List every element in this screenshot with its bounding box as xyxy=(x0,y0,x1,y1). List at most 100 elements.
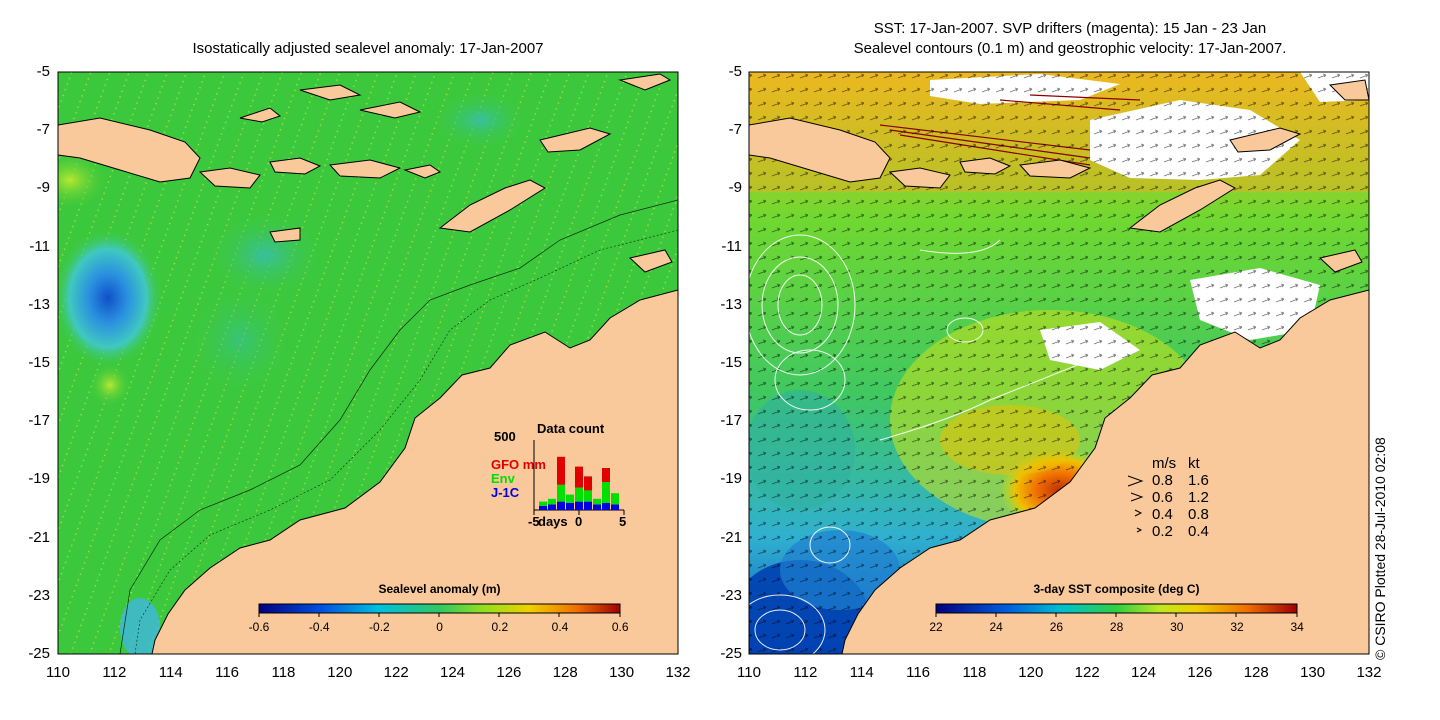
credit-text: © CSIRO Plotted 28-Jul-2010 02:08 xyxy=(1372,437,1388,660)
y-tick-label: -13 xyxy=(28,295,50,313)
legend-j1c: J-1C xyxy=(491,485,520,500)
x-tick-label: 112 xyxy=(793,664,818,681)
cold-eddy xyxy=(58,228,163,368)
data-count-bar-j1c xyxy=(566,503,574,510)
data-count-bar-j1c xyxy=(539,505,547,510)
y-tick-label: -9 xyxy=(728,179,742,197)
x-tick-label: 120 xyxy=(1018,664,1044,681)
y-tick-label: -25 xyxy=(720,645,742,662)
colorbar-tick-label: 0 xyxy=(436,620,443,634)
data-count-xtick-max: 5 xyxy=(619,514,627,529)
colorbar-tick-label: 32 xyxy=(1230,620,1244,634)
data-count-bar-gfo xyxy=(602,468,610,482)
y-tick-label: -5 xyxy=(36,63,50,80)
data-count-bar-j1c xyxy=(593,504,601,510)
data-count-xtick-zero: 0 xyxy=(575,514,583,529)
y-tick-label: -11 xyxy=(721,237,742,255)
data-count-bar-env xyxy=(557,484,565,502)
colorbar-tick-label: 24 xyxy=(989,620,1003,634)
australia-landmass xyxy=(151,289,678,654)
velocity-legend-header-ms: m/s xyxy=(1152,455,1177,472)
x-tick-label: 122 xyxy=(1074,664,1100,681)
java-island xyxy=(58,117,201,183)
data-count-chart xyxy=(533,440,625,515)
data-count-bar-env xyxy=(575,487,583,502)
y-tick-label: -17 xyxy=(720,412,742,430)
x-tick-label: 110 xyxy=(46,664,70,681)
x-tick-label: 126 xyxy=(1187,664,1213,681)
y-tick-label: -11 xyxy=(29,237,50,255)
right-colorbar xyxy=(935,603,1298,614)
colorbar-tick-label: 26 xyxy=(1049,620,1064,634)
left-colorbar xyxy=(258,603,621,614)
colorbar-tick-label: 0.4 xyxy=(551,620,569,634)
data-count-bar-env xyxy=(566,494,574,503)
legend-env: Env xyxy=(491,471,515,486)
y-tick-label: -15 xyxy=(720,354,742,371)
x-tick-label: 124 xyxy=(1131,664,1157,681)
right-colorbar-title: 3-day SST composite (deg C) xyxy=(1033,582,1200,596)
data-count-bar-j1c xyxy=(584,501,592,510)
x-tick-label: 124 xyxy=(440,664,466,681)
x-tick-label: 122 xyxy=(383,664,409,681)
y-tick-label: -9 xyxy=(36,179,50,197)
y-tick-label: -25 xyxy=(28,645,50,662)
y-tick-label: -23 xyxy=(720,586,742,604)
timor-island xyxy=(438,179,546,233)
colorbar-tick-label: 0.2 xyxy=(491,620,509,634)
colorbar-tick-label: 34 xyxy=(1290,620,1304,634)
data-count-bar-env xyxy=(602,482,610,503)
y-tick-label: -7 xyxy=(728,121,742,139)
data-count-bar-env xyxy=(593,498,601,505)
data-count-bar-gfo xyxy=(557,456,565,485)
data-count-ymax: 500 xyxy=(494,429,516,444)
y-tick-label: -15 xyxy=(28,354,50,371)
x-tick-label: 128 xyxy=(552,664,578,681)
velocity-ms-value: 0.4 xyxy=(1152,506,1173,523)
x-tick-label: 126 xyxy=(496,664,522,681)
data-count-bar-j1c xyxy=(611,504,619,510)
colorbar-tick-label: 28 xyxy=(1109,620,1124,634)
velocity-ms-value: 0.8 xyxy=(1152,472,1173,489)
x-tick-label: 110 xyxy=(737,664,761,681)
velocity-kt-value: 0.4 xyxy=(1188,523,1209,540)
data-count-bar-gfo xyxy=(584,476,592,491)
data-count-bar-gfo xyxy=(575,466,583,488)
data-count-xtick-min: -5 xyxy=(528,514,540,529)
data-count-bar-j1c xyxy=(575,501,583,510)
data-count-bar-env xyxy=(611,493,619,505)
data-count-xlabel: days xyxy=(538,514,568,529)
x-tick-label: 128 xyxy=(1243,664,1269,681)
x-tick-label: 130 xyxy=(609,664,635,681)
left-map-title: Isostatically adjusted sealevel anomaly:… xyxy=(192,40,544,57)
right-map xyxy=(749,72,1369,654)
data-count-bar-env xyxy=(548,498,556,505)
colorbar-tick-label: -0.2 xyxy=(369,620,390,634)
x-tick-label: 120 xyxy=(327,664,353,681)
x-tick-label: 114 xyxy=(849,664,874,681)
velocity-kt-value: 1.2 xyxy=(1188,489,1209,506)
data-count-bar-env xyxy=(539,501,547,506)
velocity-legend-header-kt: kt xyxy=(1188,455,1200,472)
data-count-bar-j1c xyxy=(557,501,565,510)
x-tick-label: 132 xyxy=(1356,664,1382,681)
y-tick-label: -13 xyxy=(720,295,742,313)
colorbar-tick-label: -0.6 xyxy=(248,620,270,634)
velocity-ms-value: 0.2 xyxy=(1152,523,1173,540)
y-tick-label: -17 xyxy=(28,412,50,430)
velocity-kt-value: 0.8 xyxy=(1188,506,1209,523)
colorbar-tick-label: 30 xyxy=(1170,620,1184,634)
x-tick-label: 130 xyxy=(1300,664,1326,681)
y-tick-label: -5 xyxy=(728,63,742,80)
y-tick-label: -7 xyxy=(36,121,50,139)
data-count-title: Data count xyxy=(537,421,605,436)
sealevel-contours xyxy=(749,234,1091,654)
right-map-title-line1: SST: 17-Jan-2007. SVP drifters (magenta)… xyxy=(873,20,1267,37)
x-tick-label: 116 xyxy=(215,664,240,681)
left-colorbar-title: Sealevel anomaly (m) xyxy=(378,582,501,596)
x-tick-label: 112 xyxy=(102,664,127,681)
right-map-title-line2: Sealevel contours (0.1 m) and geostrophi… xyxy=(853,40,1287,57)
x-tick-label: 132 xyxy=(665,664,691,681)
colorbar-tick-label: -0.4 xyxy=(308,620,330,634)
